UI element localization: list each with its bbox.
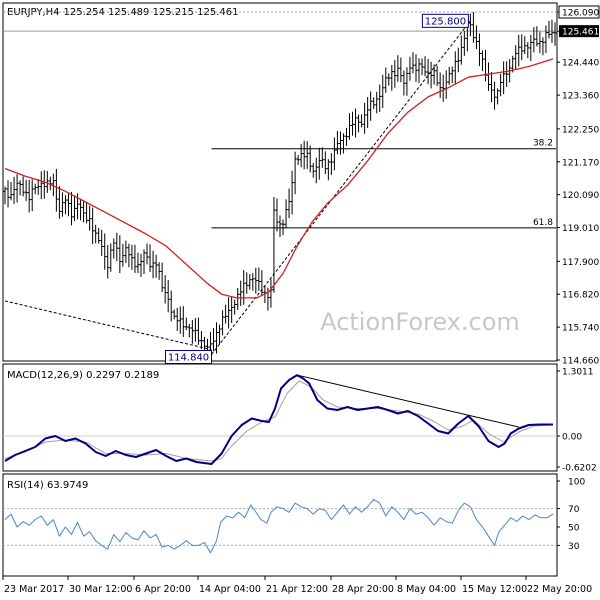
macd-title: MACD(12,26,9) 0.2297 0.2189 xyxy=(7,370,159,381)
price-labels: 125.800 114.840 xyxy=(165,13,469,365)
macd-tick-label: -0.6202 xyxy=(562,464,597,474)
moving-average xyxy=(4,58,554,299)
price-tick-label: 122.250 xyxy=(562,125,599,135)
rsi-lines xyxy=(3,498,557,554)
macd-tick-label: 0.00 xyxy=(562,433,582,443)
price-tick-label: 125.461 xyxy=(562,28,599,38)
current-price-box xyxy=(559,25,599,38)
price-tick-label: 116.820 xyxy=(562,291,599,301)
macd-line xyxy=(4,374,553,465)
rsi-axis: 100 70 50 30 xyxy=(557,478,585,552)
time-axis: 23 Mar 2017 30 Mar 12:00 6 Apr 20:00 14 Apr… xyxy=(2,576,592,595)
fib-label-61-8: 61.8 xyxy=(533,218,553,228)
fib-label-38-2: 38.2 xyxy=(533,139,553,149)
price-tick-label: 114.660 xyxy=(562,357,599,367)
time-tick-label: 30 Mar 12:00 xyxy=(69,584,132,595)
low-label: 114.840 xyxy=(168,353,209,364)
macd-axis: 1.3011 0.00 -0.6202 xyxy=(557,368,597,474)
price-label-box xyxy=(421,13,469,28)
price-tick-label: 119.010 xyxy=(562,224,599,234)
price-tick-label: 117.900 xyxy=(562,258,599,268)
price-tick-label: 126.090 xyxy=(562,9,599,19)
macd-tick-label: 1.3011 xyxy=(562,368,594,378)
price-label-box xyxy=(165,350,213,365)
price-tick-label: 124.440 xyxy=(562,59,599,69)
price-bars xyxy=(3,11,557,360)
price-trendline-1 xyxy=(211,20,471,355)
rsi-line xyxy=(4,498,554,554)
macd-panel-frame xyxy=(2,363,558,472)
price-axis: 126.090 125.461 124.440 123.360 122.250 121.1… xyxy=(557,5,600,367)
rsi-tick-label: 100 xyxy=(568,478,585,488)
fib-levels: 38.2 61.8 xyxy=(211,139,556,229)
header-title: EURJPY,H4 xyxy=(7,7,60,18)
price-trendlines xyxy=(4,20,471,355)
rsi-tick-label: 50 xyxy=(568,524,580,534)
top-price-box xyxy=(558,5,600,19)
time-tick-label: 8 May 04:00 xyxy=(397,584,456,595)
time-tick-label: 23 Mar 2017 xyxy=(4,584,64,595)
ma-line xyxy=(4,58,554,299)
watermark: ActionForex.com xyxy=(320,308,520,336)
rsi-title: RSI(14) 63.9749 xyxy=(7,480,88,491)
price-tick-label: 121.170 xyxy=(562,158,599,168)
rsi-tick-label: 70 xyxy=(568,505,580,515)
macd-lines xyxy=(3,374,557,465)
macd-trendline xyxy=(297,374,519,428)
high-label: 125.800 xyxy=(425,16,466,27)
time-tick-label: 14 Apr 04:00 xyxy=(199,584,261,595)
chart-header: EURJPY,H4 125.254 125.489 125.215 125.461 xyxy=(7,7,238,18)
rsi-panel-frame xyxy=(2,473,558,577)
price-tick-label: 115.740 xyxy=(562,324,599,334)
rsi-tick-label: 30 xyxy=(568,542,580,552)
time-tick-label: 28 Apr 20:00 xyxy=(332,584,394,595)
header-ohlc: 125.254 125.489 125.215 125.461 xyxy=(64,7,239,18)
price-trendline-0 xyxy=(4,300,212,351)
time-tick-label: 22 May 20:00 xyxy=(527,584,592,595)
price-panel-frame xyxy=(2,2,558,362)
time-tick-label: 21 Apr 12:00 xyxy=(266,584,328,595)
time-tick-label: 15 May 12:00 xyxy=(462,584,527,595)
price-tick-label: 123.360 xyxy=(562,92,599,102)
macd-signal-line xyxy=(4,380,554,462)
time-tick-label: 6 Apr 20:00 xyxy=(135,584,191,595)
price-tick-label: 120.090 xyxy=(562,191,599,201)
